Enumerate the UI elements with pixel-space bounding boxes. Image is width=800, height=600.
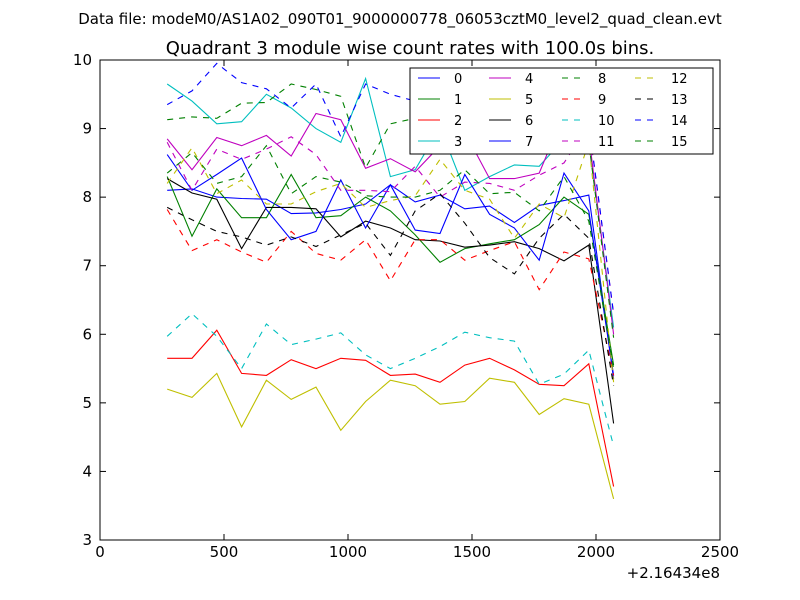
- series-line-6: [166, 178, 615, 424]
- figure-suptitle: Data file: modeM0/AS1A02_090T01_90000007…: [78, 10, 722, 29]
- legend-label-11: 11: [598, 135, 615, 150]
- legend-label-5: 5: [525, 93, 533, 108]
- y-tick-label: 10: [73, 51, 92, 69]
- plot-frame: [99, 59, 721, 541]
- y-tick-label: 3: [82, 531, 92, 549]
- series-line-2: [167, 329, 615, 487]
- legend-label-4: 4: [525, 72, 533, 87]
- legend-frame: [409, 67, 714, 155]
- series-line-14: [166, 62, 615, 314]
- x-tick-label: 2500: [701, 543, 739, 561]
- x-tick-label: 500: [210, 543, 239, 561]
- legend-label-14: 14: [671, 114, 688, 129]
- series-line-13: [166, 192, 615, 386]
- legend-label-15: 15: [671, 135, 688, 150]
- x-tick-label: 0: [95, 543, 105, 561]
- series-line-15: [166, 144, 615, 369]
- legend-label-10: 10: [598, 114, 615, 129]
- legend-label-1: 1: [454, 93, 462, 108]
- y-tick-label: 4: [82, 462, 92, 480]
- legend-label-2: 2: [454, 114, 462, 129]
- legend-label-13: 13: [671, 93, 688, 108]
- chart-title: Quadrant 3 module wise count rates with …: [166, 38, 655, 59]
- x-axis-offset-label: +2.16434e8: [627, 564, 720, 582]
- legend-label-8: 8: [598, 72, 606, 87]
- x-tick-label: 1000: [329, 543, 367, 561]
- series-line-9: [166, 209, 615, 376]
- series-layer: [166, 62, 615, 500]
- series-line-3: [166, 76, 615, 328]
- y-tick-label: 5: [82, 394, 92, 412]
- legend-label-0: 0: [454, 72, 462, 87]
- legend-label-7: 7: [525, 135, 533, 150]
- x-tick-label: 1500: [453, 543, 491, 561]
- series-line-10: [166, 312, 615, 447]
- series-line-1: [166, 173, 615, 366]
- x-tick-label: 2000: [577, 543, 615, 561]
- y-tick-label: 9: [82, 120, 92, 138]
- legend-label-6: 6: [525, 114, 533, 129]
- y-tick-label: 7: [82, 257, 92, 275]
- series-line-5: [167, 372, 615, 500]
- y-tick-label: 6: [82, 325, 92, 343]
- series-line-12: [166, 142, 615, 383]
- legend-label-12: 12: [671, 72, 688, 87]
- legend-label-9: 9: [598, 93, 606, 108]
- series-line-7: [166, 154, 615, 376]
- y-tick-label: 8: [82, 188, 92, 206]
- series-line-4: [166, 112, 615, 335]
- legend-label-3: 3: [454, 135, 462, 150]
